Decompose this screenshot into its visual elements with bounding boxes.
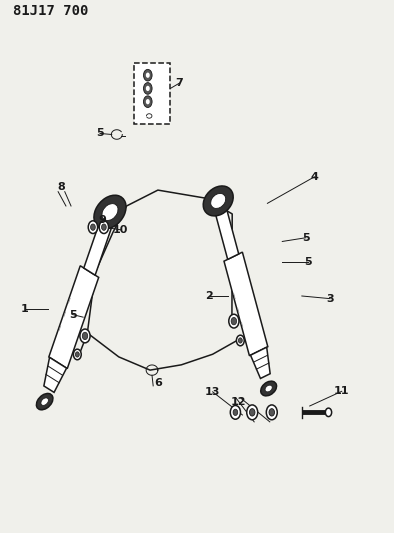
Circle shape	[249, 409, 255, 416]
Text: 13: 13	[205, 387, 220, 397]
Text: 4: 4	[310, 172, 318, 182]
Ellipse shape	[41, 398, 48, 406]
Circle shape	[82, 332, 88, 340]
Text: 5: 5	[96, 128, 104, 139]
Circle shape	[146, 86, 150, 91]
Text: 8: 8	[57, 182, 65, 192]
Text: 2: 2	[205, 291, 213, 301]
Circle shape	[91, 224, 95, 230]
Circle shape	[88, 221, 98, 233]
Circle shape	[236, 335, 244, 346]
Text: 7: 7	[175, 78, 183, 88]
Circle shape	[247, 405, 258, 420]
Text: 9: 9	[98, 215, 106, 225]
Circle shape	[233, 409, 238, 416]
Circle shape	[266, 405, 277, 420]
Circle shape	[75, 352, 79, 357]
Ellipse shape	[211, 193, 226, 208]
Bar	[134, 63, 169, 124]
Circle shape	[230, 406, 240, 419]
Circle shape	[80, 329, 90, 343]
Circle shape	[269, 409, 275, 416]
Ellipse shape	[203, 186, 233, 216]
Text: 81J17 700: 81J17 700	[13, 4, 89, 18]
Circle shape	[99, 221, 109, 233]
Polygon shape	[251, 347, 270, 378]
Circle shape	[229, 314, 239, 328]
Ellipse shape	[94, 195, 126, 229]
Circle shape	[73, 349, 81, 360]
Polygon shape	[224, 252, 268, 356]
Circle shape	[238, 338, 242, 343]
Circle shape	[146, 72, 150, 78]
Text: 5: 5	[305, 256, 312, 266]
Text: 5: 5	[302, 233, 310, 243]
Circle shape	[143, 96, 152, 108]
Ellipse shape	[261, 381, 277, 396]
Circle shape	[143, 83, 152, 94]
Ellipse shape	[265, 385, 272, 392]
Circle shape	[143, 69, 152, 81]
Text: 6: 6	[154, 378, 162, 389]
Text: 11: 11	[334, 386, 349, 397]
Text: 12: 12	[230, 398, 246, 407]
Text: 10: 10	[113, 225, 128, 235]
Circle shape	[146, 99, 150, 104]
Polygon shape	[216, 209, 239, 260]
Ellipse shape	[36, 393, 53, 410]
Circle shape	[325, 408, 332, 417]
Circle shape	[231, 318, 237, 325]
Ellipse shape	[102, 204, 118, 221]
Circle shape	[102, 224, 106, 230]
Text: 1: 1	[21, 304, 29, 314]
Text: 5: 5	[69, 310, 76, 319]
Polygon shape	[49, 266, 98, 369]
Polygon shape	[84, 220, 112, 275]
Polygon shape	[44, 358, 67, 392]
Text: 3: 3	[326, 294, 334, 304]
